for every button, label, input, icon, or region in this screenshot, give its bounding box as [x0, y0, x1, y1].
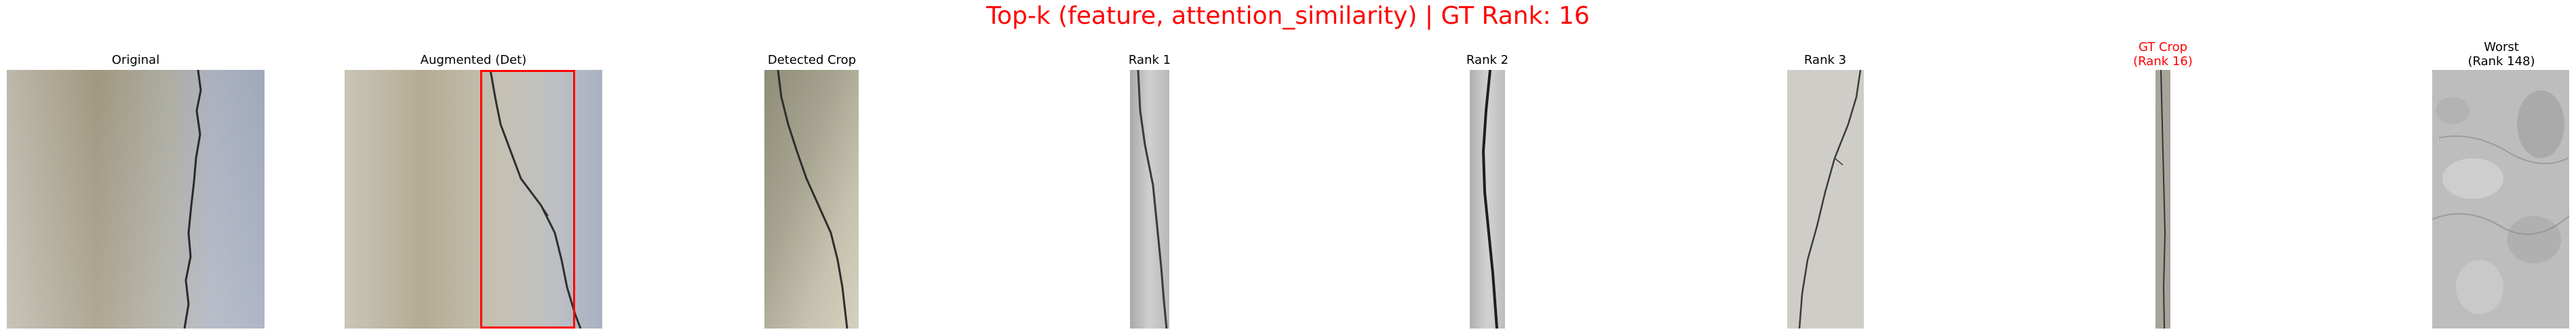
original-image [7, 70, 265, 329]
worst-title-line2: (Rank 148) [2467, 54, 2535, 69]
gt-crop-title-line1: GT Crop [2138, 40, 2188, 54]
panel-title-rank2: Rank 2 [1466, 53, 1509, 67]
worst-title-line1: Worst [2484, 40, 2519, 54]
panel-title-rank1: Rank 1 [1128, 53, 1171, 67]
worst-image [2432, 70, 2569, 329]
rank2-image [1470, 70, 1505, 329]
gt-crop-title-line2: (Rank 16) [2133, 54, 2193, 69]
detection-box [480, 70, 575, 329]
panel-title-augmented: Augmented (Det) [420, 53, 527, 67]
figure-title: Top-k (feature, attention_similarity) | … [986, 2, 1590, 30]
gt-crop-image [2155, 70, 2170, 329]
panel-title-worst: Worst (Rank 148) [2467, 40, 2535, 69]
rank1-image [1130, 70, 1169, 329]
rank3-image [1787, 70, 1864, 329]
panel-title-rank3: Rank 3 [1803, 53, 1847, 67]
panel-title-detected-crop: Detected Crop [767, 53, 857, 67]
panel-title-gt-crop: GT Crop (Rank 16) [2133, 40, 2193, 69]
detected-crop-image [764, 70, 859, 329]
panel-title-original: Original [111, 53, 160, 67]
augmented-image [345, 70, 602, 329]
